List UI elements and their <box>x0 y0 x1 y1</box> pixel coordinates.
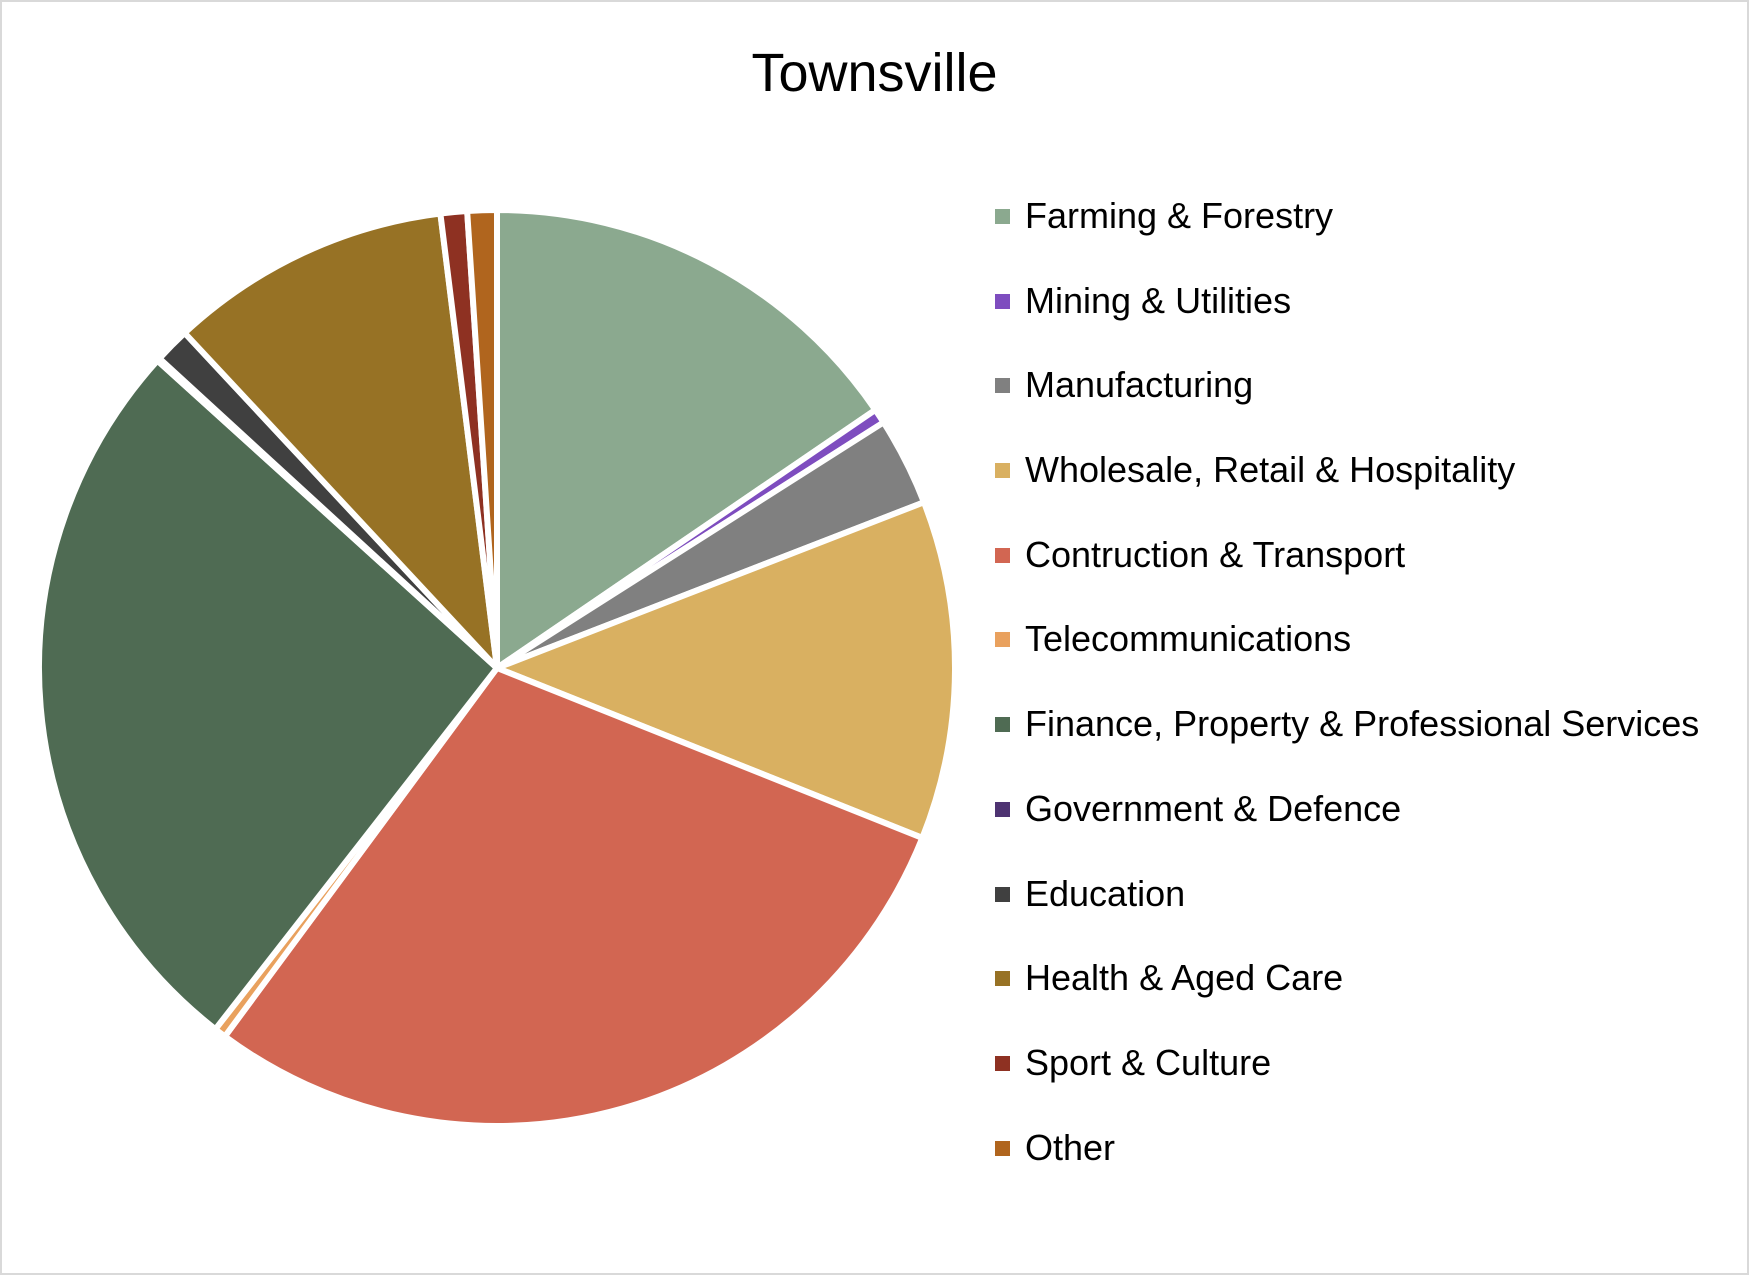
chart-title: Townsville <box>751 43 998 103</box>
legend-swatch <box>995 632 1010 648</box>
legend-swatch <box>995 1055 1010 1071</box>
pie-slice <box>36 357 500 1033</box>
legend-label: Farming & Forestry <box>1025 195 1334 236</box>
legend-label: Telecommunications <box>1025 618 1352 660</box>
legend-swatch <box>995 463 1010 479</box>
legend-label: Health & Aged Care <box>1025 957 1344 999</box>
legend-swatch <box>995 717 1010 733</box>
legend-label: Education <box>1025 872 1186 914</box>
pie-slice <box>181 210 500 671</box>
pie-slice <box>494 499 958 841</box>
legend-swatch <box>995 971 1010 987</box>
legend-swatch <box>995 1140 1010 1156</box>
legend-label: Sport & Culture <box>1025 1041 1272 1083</box>
legend-label: Contruction & Transport <box>1025 533 1406 575</box>
pie-chart <box>36 207 958 1129</box>
legend-label: Government & Defence <box>1025 787 1402 829</box>
legend-label: Wholesale, Retail & Hospitality <box>1025 449 1516 491</box>
legend-swatch <box>995 801 1010 817</box>
pie-slice <box>494 207 879 671</box>
pie-slice <box>464 207 500 671</box>
legend-label: Manufacturing <box>1025 364 1254 406</box>
legend-swatch <box>995 293 1010 309</box>
legend-swatch <box>995 209 1010 224</box>
legend-swatch <box>995 378 1010 394</box>
legend-label: Finance, Property & Professional Service… <box>1025 703 1700 745</box>
legend-swatch <box>995 886 1010 902</box>
pie-slice <box>221 665 926 1129</box>
legend-label: Mining & Utilities <box>1025 279 1292 321</box>
legend-swatch <box>995 547 1010 563</box>
legend-label: Other <box>1025 1126 1116 1168</box>
